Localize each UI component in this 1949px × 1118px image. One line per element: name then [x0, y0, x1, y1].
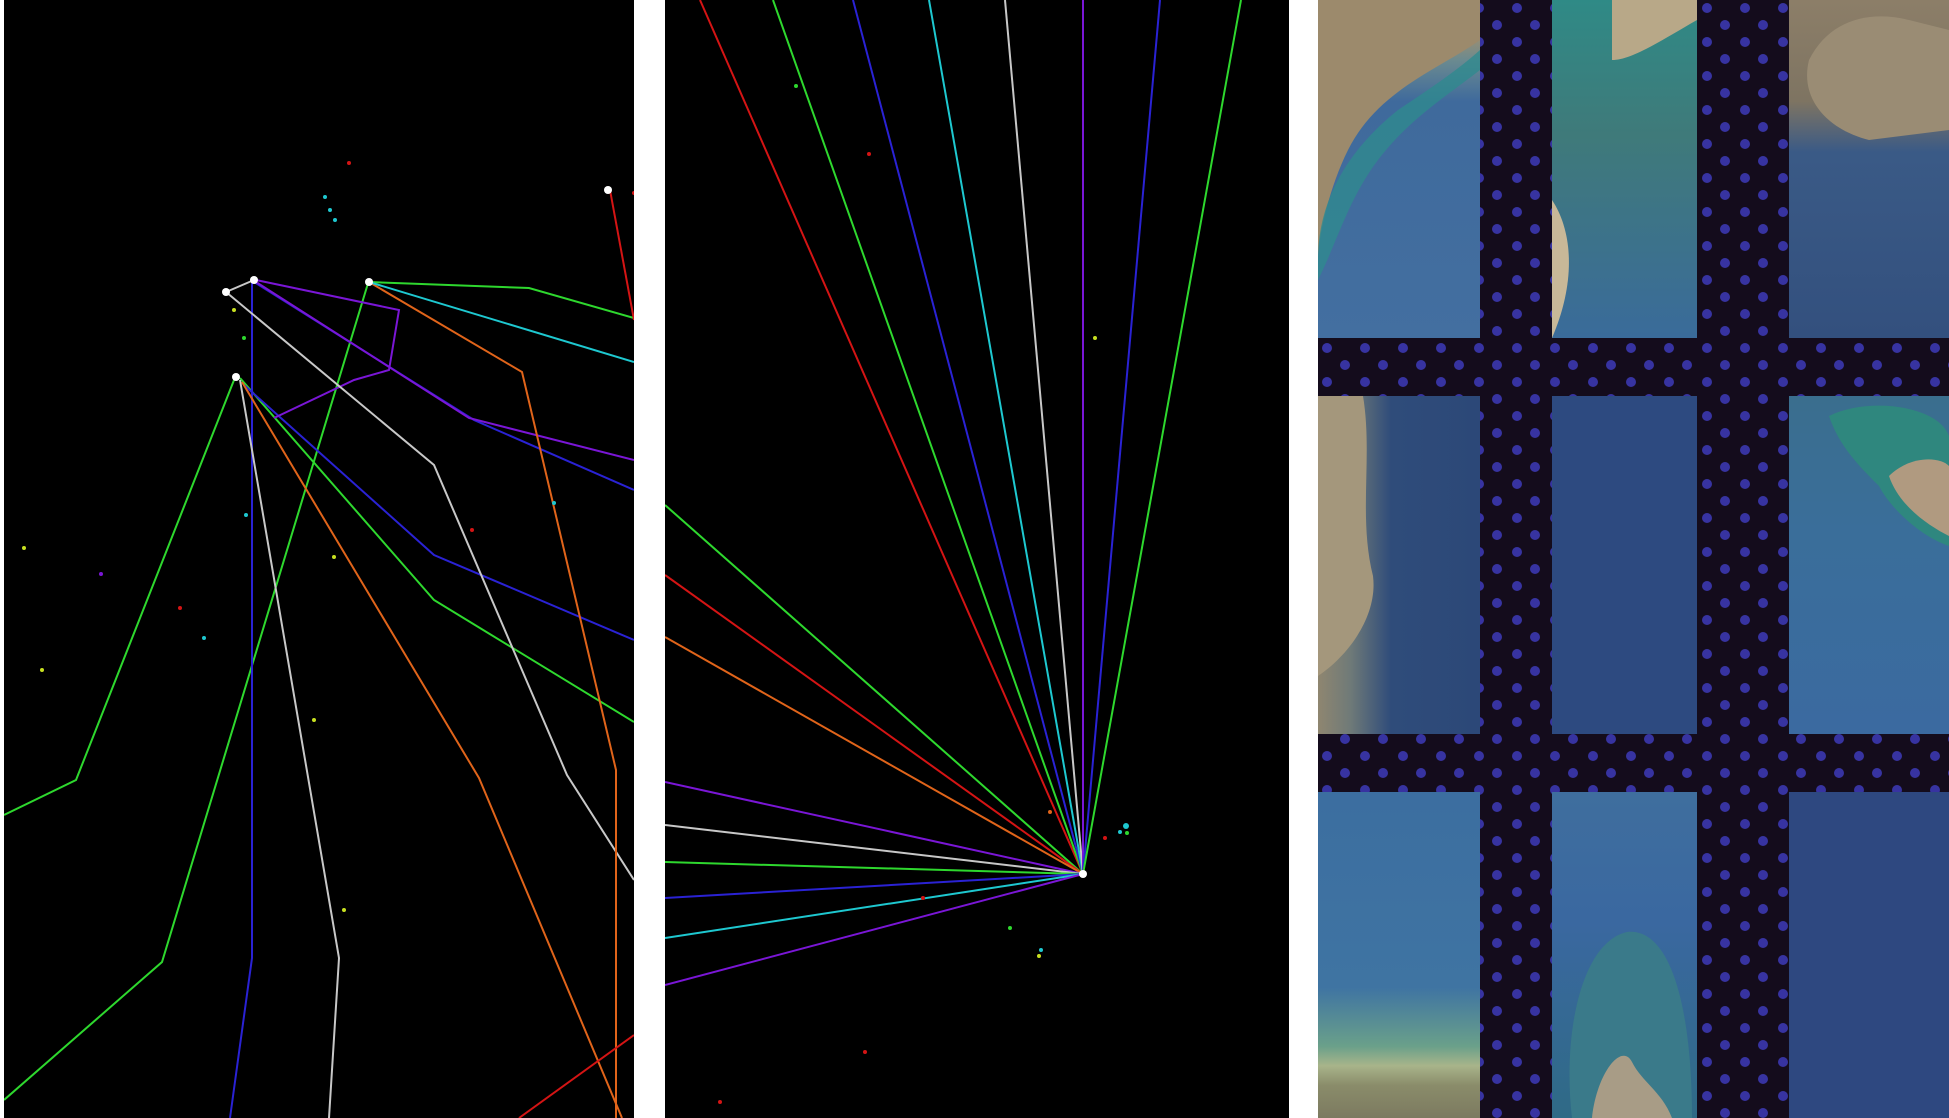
white-line: [1004, 0, 1084, 875]
green-path: [4, 374, 237, 816]
green-line: [1082, 0, 1242, 875]
nodes: [222, 186, 612, 381]
dot: [232, 308, 236, 312]
satellite-tile-reef-island: [1552, 792, 1697, 1118]
network-graph-fan: [665, 0, 1242, 1104]
cyan-line: [928, 0, 1084, 875]
satellite-tile-open-water: [1789, 792, 1949, 1118]
satellite-tile-port-city: [1789, 0, 1949, 338]
scatter-dots: [22, 161, 634, 912]
green-line: [665, 504, 1084, 875]
green-path: [239, 377, 634, 723]
red-path: [518, 1034, 634, 1118]
dot: [332, 555, 336, 559]
hub-node: [1079, 870, 1087, 878]
dot: [347, 161, 351, 165]
dot: [312, 718, 316, 722]
dot: [328, 208, 332, 212]
node: [222, 288, 230, 296]
white-path: [239, 379, 341, 1118]
dot: [632, 191, 634, 195]
node: [250, 276, 258, 284]
orange-path: [241, 381, 623, 1118]
blue-path: [229, 282, 253, 1118]
purple-line: [665, 873, 1084, 986]
network-graph-left: [4, 161, 634, 1118]
dot: [863, 1050, 867, 1054]
network-panel-fan: [665, 0, 1289, 1118]
green-line: [772, 0, 1084, 875]
satellite-tile-shallow-bay: [1552, 0, 1697, 338]
blue-line: [852, 0, 1084, 875]
dot: [718, 1100, 722, 1104]
dot: [40, 668, 44, 672]
dot: [178, 606, 182, 610]
green-line: [665, 861, 1084, 875]
node: [604, 186, 612, 194]
blue-line: [1082, 0, 1161, 875]
orange-line: [665, 636, 1084, 875]
node: [232, 373, 240, 381]
purple-path: [255, 281, 634, 461]
cyan-line: [665, 873, 1084, 939]
dot: [22, 546, 26, 550]
white-path: [225, 291, 634, 881]
satellite-tile-city-shore: [1318, 396, 1480, 734]
white-path: [225, 279, 255, 293]
fan-lines: [665, 0, 1242, 986]
orange-path: [368, 281, 617, 1118]
satellite-tile-coast-bay: [1318, 0, 1480, 338]
satellite-tile-open-water: [1552, 396, 1697, 734]
purple-path: [255, 279, 401, 419]
dot: [470, 528, 474, 532]
scatter-dots: [718, 84, 1129, 1104]
purple-line: [665, 781, 1084, 875]
dot: [1118, 830, 1122, 834]
dot: [242, 336, 246, 340]
dot: [1093, 336, 1097, 340]
dot: [202, 636, 206, 640]
dot: [1037, 954, 1041, 958]
dot: [1039, 948, 1043, 952]
white-line: [665, 824, 1084, 875]
dot: [1123, 823, 1129, 829]
red-line: [665, 574, 1084, 875]
red-line: [699, 0, 1084, 875]
node: [365, 278, 373, 286]
dot: [244, 513, 248, 517]
edge-lines: [4, 189, 634, 1118]
dot: [552, 501, 556, 505]
satellite-tile-beach: [1318, 792, 1480, 1118]
dot: [1103, 836, 1107, 840]
dot: [333, 218, 337, 222]
dot: [867, 152, 871, 156]
satellite-mosaic-panel: [1318, 0, 1949, 1118]
red-path: [609, 189, 634, 321]
green-path: [368, 281, 634, 319]
dot: [323, 195, 327, 199]
green-path: [4, 279, 370, 1101]
dot: [794, 84, 798, 88]
blue-path: [243, 384, 634, 641]
blue-line: [665, 873, 1084, 899]
network-panel-left: [4, 0, 634, 1118]
dot: [99, 572, 103, 576]
dot: [921, 896, 925, 900]
dot: [1125, 831, 1129, 835]
cyan-path: [368, 281, 634, 363]
dot: [1048, 810, 1052, 814]
dot: [1008, 926, 1012, 930]
satellite-tile-peninsula: [1789, 396, 1949, 734]
dot: [342, 908, 346, 912]
